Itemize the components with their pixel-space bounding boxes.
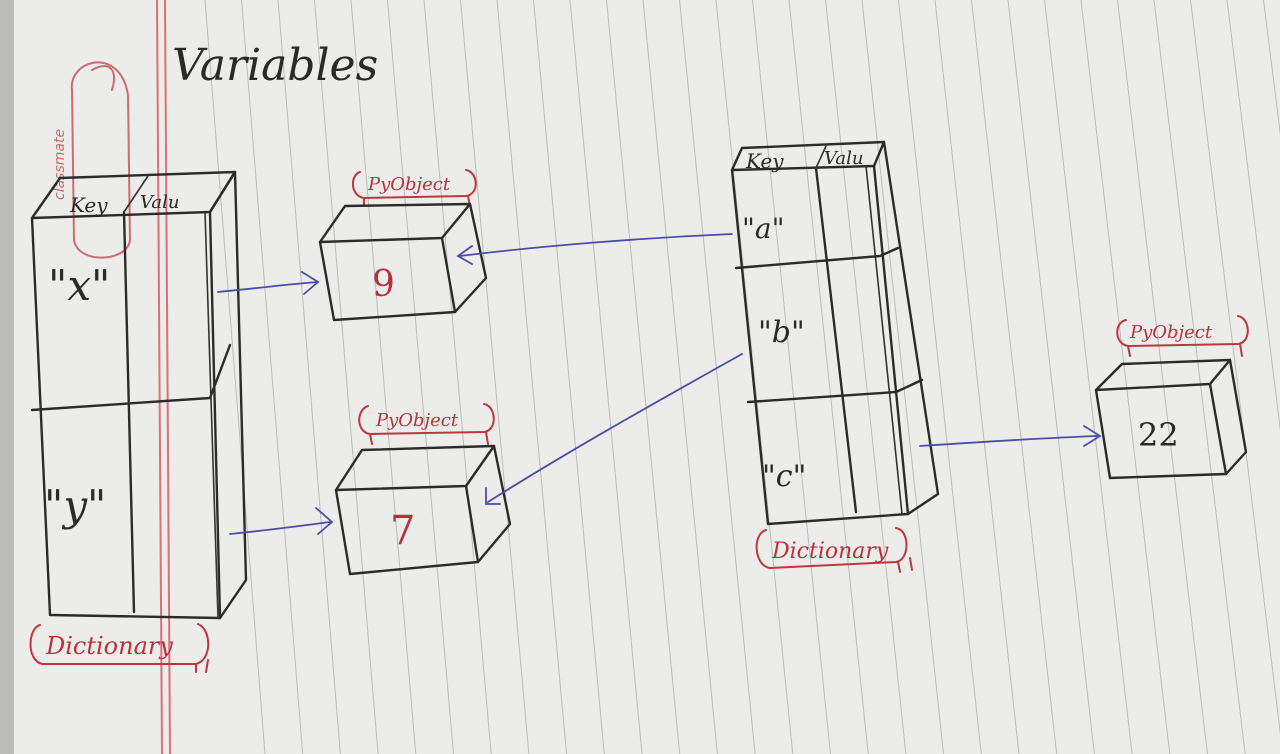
rule-line	[861, 0, 945, 754]
margin-line	[156, 0, 163, 754]
rule-line	[277, 0, 341, 754]
reference-arrows	[217, 233, 1102, 535]
rule-line	[204, 0, 266, 754]
pyobject-label: PyObject	[367, 174, 451, 195]
pyobject-value: 9	[372, 264, 395, 305]
rule-line	[569, 0, 643, 754]
right-dict-header-value: Valu	[824, 148, 863, 169]
rule-line	[606, 0, 681, 754]
rule-line	[350, 0, 417, 754]
arrow-c-to-22	[919, 435, 1099, 447]
rule-line	[314, 0, 379, 754]
margin-line	[164, 0, 171, 754]
pyobject-box: PyObject 22	[1094, 315, 1249, 480]
paper-edge-shadow	[0, 0, 14, 754]
right-dict-key: "c"	[762, 459, 806, 494]
rule-line	[1080, 0, 1171, 754]
rule-line	[1117, 0, 1208, 754]
left-dictionary: Key Valu "x" "y" Dictionary	[29, 170, 248, 673]
rule-line	[423, 0, 492, 754]
rule-line	[1190, 0, 1280, 735]
rule-line	[971, 0, 1058, 754]
rule-line	[898, 0, 982, 754]
arrow-a-to-9	[459, 233, 733, 257]
rule-line	[788, 0, 869, 754]
rule-line	[642, 0, 718, 754]
rule-line	[387, 0, 454, 754]
pyobject-value: 22	[1138, 416, 1179, 454]
right-dict-key: "a"	[742, 212, 784, 245]
pyobject-label: PyObject	[1129, 322, 1213, 343]
rule-line	[825, 0, 907, 754]
left-dict-label: Dictionary	[45, 632, 173, 660]
page-title: Variables	[172, 40, 378, 91]
right-dict-label: Dictionary	[771, 539, 889, 564]
rule-line	[241, 0, 304, 754]
rule-line	[460, 0, 530, 754]
rule-line	[752, 0, 831, 754]
rule-line	[533, 0, 605, 754]
arrow-b-to-7	[487, 353, 743, 503]
left-dict-key: "y"	[44, 481, 106, 530]
rule-line	[715, 0, 794, 754]
rule-line	[496, 0, 568, 754]
left-dict-header-value: Valu	[140, 192, 179, 213]
rule-line	[1044, 0, 1133, 754]
right-dict-key: "b"	[758, 315, 805, 350]
rule-line	[679, 0, 756, 754]
brand-watermark: classmate	[52, 129, 68, 200]
pyobject-label: PyObject	[375, 410, 459, 431]
pyobject-box: PyObject 9	[318, 169, 488, 322]
rule-line	[1226, 0, 1280, 432]
right-dict-header-key: Key	[745, 149, 784, 173]
rule-line	[1153, 0, 1246, 754]
rule-line	[1263, 0, 1280, 136]
right-dictionary: Key Valu "a" "b" "c" Dictionary	[730, 140, 940, 573]
pyobject-value: 7	[390, 508, 415, 554]
pyobject-box: PyObject 7	[334, 403, 512, 576]
arrow-y-to-7	[229, 521, 331, 535]
left-dict-key: "x"	[48, 261, 110, 310]
rule-line	[934, 0, 1020, 754]
ruled-lines	[204, 0, 1280, 754]
left-dict-header-key: Key	[69, 193, 108, 217]
rule-line	[1007, 0, 1095, 754]
arrow-x-to-9	[217, 281, 319, 293]
